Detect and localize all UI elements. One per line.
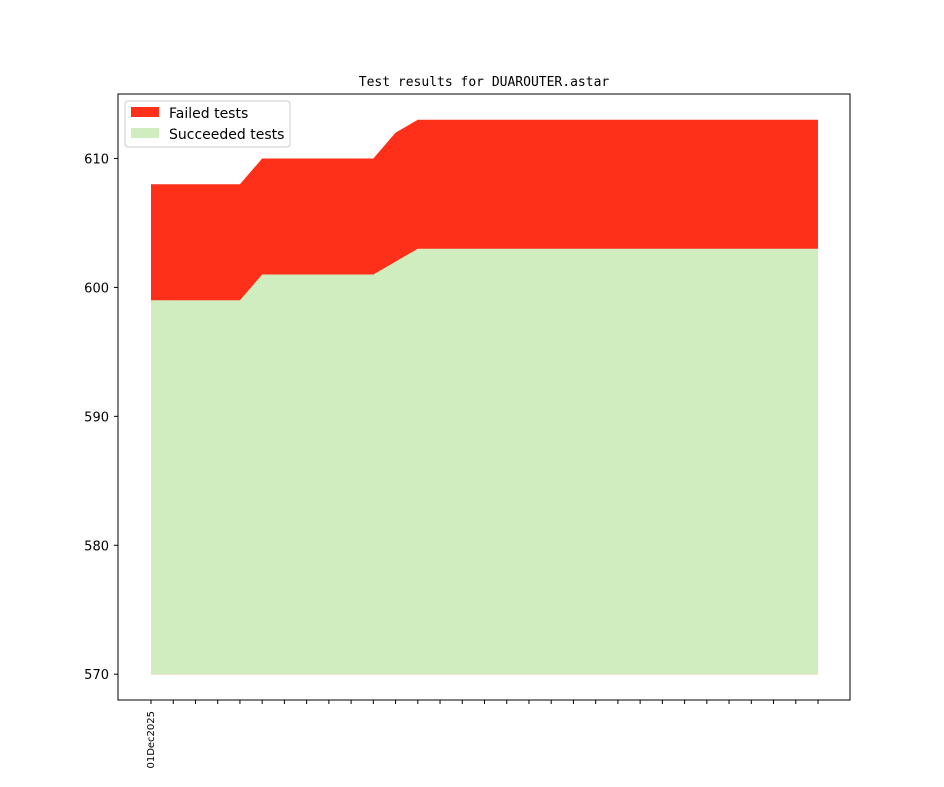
legend-swatch-succeeded [131,128,159,138]
legend-label-succeeded: Succeeded tests [169,127,284,143]
y-tick-label: 600 [84,281,109,296]
y-tick-label: 570 [84,668,109,683]
y-axis: 570 580 590 600 610 [84,152,118,683]
y-tick-label: 610 [84,152,109,167]
legend-swatch-failed [131,107,159,117]
x-tick-label: 01Dec2025 [146,711,157,769]
area-succeeded-tests [151,248,818,675]
y-tick-label: 580 [84,539,109,554]
y-tick-label: 590 [84,410,109,425]
legend: Failed tests Succeeded tests [124,100,291,148]
legend-label-failed: Failed tests [169,106,248,122]
legend-box [124,100,291,148]
x-axis: 01Dec2025 [146,700,819,769]
chart-title: Test results for DUAROUTER.astar [359,75,610,90]
plot-areas [151,119,818,675]
